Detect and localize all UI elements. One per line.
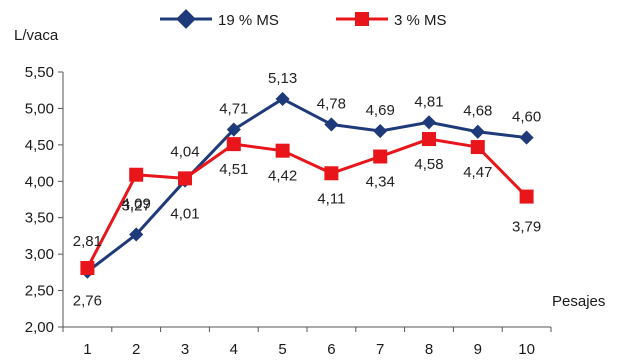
data-label-3ms: 4,47 [463, 164, 492, 181]
y-tick-label: 5,50 [25, 64, 54, 81]
data-point-19ms [373, 123, 388, 139]
y-axis-ticks: 2,00 2,50 3,00 3,50 4,00 4,50 5,00 5,50 [25, 64, 63, 336]
x-tick-label: 5 [278, 341, 286, 358]
series-lines [86, 97, 528, 273]
y-tick-label: 4,50 [25, 137, 54, 154]
data-point-3ms [80, 260, 95, 275]
series-markers [80, 91, 534, 279]
x-tick-label: 3 [181, 341, 189, 358]
x-axis-label: Pesajes [552, 293, 605, 310]
y-tick-label: 2,50 [25, 283, 54, 300]
y-tick-label: 2,00 [25, 319, 54, 336]
data-point-3ms [129, 167, 144, 182]
legend-label-19ms: 19 % MS [218, 12, 279, 29]
data-label-19ms: 4,60 [512, 109, 541, 126]
data-label-3ms: 4,09 [122, 196, 151, 213]
data-point-3ms [373, 149, 388, 164]
x-tick-label: 7 [376, 341, 384, 358]
data-point-3ms [422, 132, 436, 147]
data-label-3ms: 4,51 [219, 161, 248, 178]
data-label-19ms: 4,81 [414, 93, 443, 110]
data-label-3ms: 4,34 [366, 174, 395, 191]
data-label-19ms: 3,27 [122, 197, 151, 214]
data-label-3ms: 4,11 [317, 190, 345, 207]
data-point-19ms [129, 227, 144, 242]
data-point-3ms [178, 171, 192, 186]
y-tick-label: 3,50 [25, 210, 54, 227]
legend-marker-3ms [355, 12, 369, 26]
data-point-3ms [324, 166, 339, 181]
data-point-3ms [519, 189, 534, 204]
data-label-19ms: 5,13 [268, 70, 297, 87]
x-tick-label: 4 [230, 341, 238, 358]
data-point-19ms [470, 124, 485, 139]
legend: 19 % MS 3 % MS [160, 9, 447, 29]
x-axis-ticks: 1 2 3 4 5 6 7 8 9 10 [62, 327, 552, 358]
y-axis-label: L/vaca [14, 27, 59, 44]
y-tick-label: 3,00 [25, 246, 54, 263]
data-point-3ms [275, 143, 290, 158]
data-point-3ms [226, 137, 241, 152]
legend-label-3ms: 3 % MS [394, 12, 447, 29]
data-label-3ms: 3,79 [512, 219, 541, 236]
x-tick-label: 8 [425, 341, 433, 358]
data-label-19ms: 4,78 [317, 95, 346, 112]
series-line-3ms [86, 137, 528, 269]
data-label-19ms: 2,76 [73, 293, 102, 310]
data-point-19ms [519, 130, 534, 145]
legend-marker-19ms [176, 9, 196, 29]
series-line-19ms [86, 97, 527, 273]
y-tick-label: 5,00 [25, 100, 54, 117]
data-point-3ms [470, 140, 485, 155]
data-label-19ms: 4,69 [366, 102, 395, 119]
data-label-19ms: 4,68 [463, 103, 492, 120]
x-tick-label: 9 [474, 341, 482, 358]
x-tick-label: 1 [83, 341, 91, 358]
data-point-19ms [421, 115, 437, 130]
x-tick-label: 6 [327, 341, 335, 358]
data-labels: 2,76 3,27 4,01 4,71 5,13 4,78 4,69 4,81 4,68 4,60… [73, 70, 541, 310]
y-tick-label: 4,00 [25, 173, 54, 190]
x-tick-label: 10 [518, 341, 535, 358]
data-label-3ms: 4,58 [414, 156, 443, 173]
data-label-3ms: 4,42 [268, 168, 297, 185]
x-tick-label: 2 [132, 341, 140, 358]
data-point-19ms [324, 117, 339, 132]
data-label-3ms: 4,04 [170, 143, 199, 160]
data-label-19ms: 4,01 [170, 206, 199, 223]
data-label-19ms: 4,71 [219, 101, 248, 118]
data-point-19ms [275, 91, 290, 107]
data-label-3ms: 2,81 [73, 233, 102, 250]
